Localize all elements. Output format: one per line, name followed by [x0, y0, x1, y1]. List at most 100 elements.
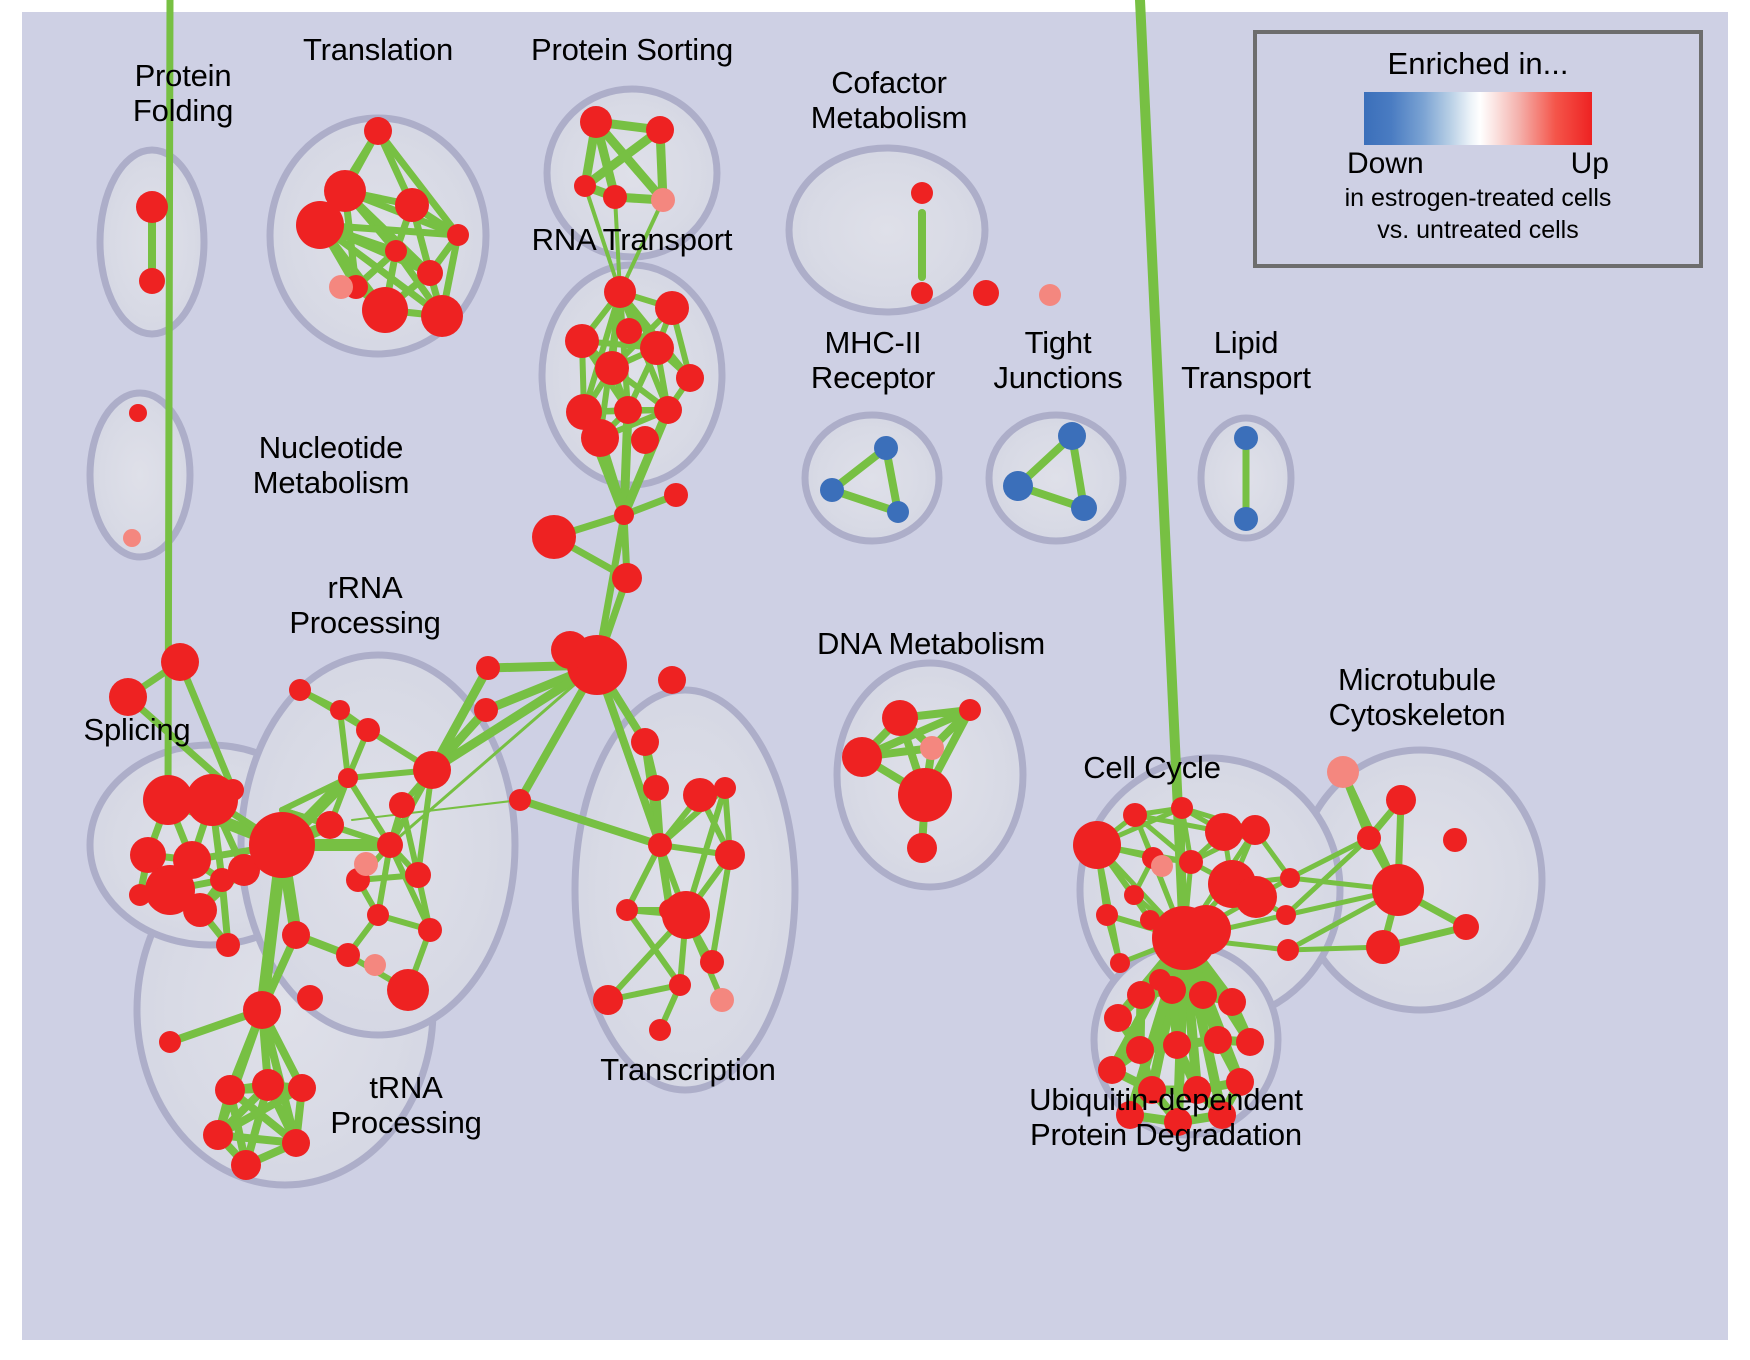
- node: [911, 282, 933, 304]
- node: [316, 811, 344, 839]
- node: [1039, 284, 1061, 306]
- node: [1386, 785, 1416, 815]
- cluster-label-microtubule: Microtubule Cytoskeleton: [1328, 662, 1506, 732]
- node: [161, 643, 199, 681]
- node: [1138, 1076, 1166, 1104]
- node: [820, 478, 844, 502]
- node: [139, 268, 165, 294]
- node: [649, 1019, 671, 1041]
- node: [1110, 953, 1130, 973]
- node: [1116, 1101, 1144, 1129]
- node: [1179, 850, 1203, 874]
- node: [387, 969, 429, 1011]
- network-nodes: [109, 106, 1479, 1180]
- node: [296, 201, 344, 249]
- node: [1164, 1108, 1192, 1136]
- node: [1181, 905, 1231, 955]
- node: [377, 832, 403, 858]
- edge: [619, 405, 673, 520]
- node: [1276, 905, 1296, 925]
- node: [362, 287, 408, 333]
- node: [1123, 803, 1147, 827]
- node: [476, 656, 500, 680]
- node: [329, 275, 353, 299]
- cluster-label-dna-metabolism: DNA Metabolism: [816, 626, 1046, 661]
- node: [183, 893, 217, 927]
- node: [216, 933, 240, 957]
- node: [655, 291, 689, 325]
- legend-caption-line2: vs. untreated cells: [1377, 216, 1579, 244]
- cluster-label-nucleotide-metabolism: Nucleotide Metabolism: [252, 430, 410, 500]
- edge: [1287, 835, 1372, 881]
- node: [664, 483, 688, 507]
- cluster-label-translation: Translation: [303, 32, 453, 67]
- node: [1226, 1068, 1254, 1096]
- node: [395, 188, 429, 222]
- node: [324, 170, 366, 212]
- node: [282, 1129, 310, 1157]
- node: [364, 117, 392, 145]
- node: [1277, 939, 1299, 961]
- node: [842, 737, 882, 777]
- node: [1073, 821, 1121, 869]
- node: [1372, 864, 1424, 916]
- node: [413, 751, 451, 789]
- node: [612, 563, 642, 593]
- node: [1218, 988, 1246, 1016]
- cluster-label-rna-transport: RNA Transport: [531, 222, 733, 257]
- node: [1163, 1031, 1191, 1059]
- cluster-label-lipid-transport: Lipid Transport: [1181, 325, 1311, 395]
- edge: [583, 184, 622, 294]
- cluster-label-cell-cycle: Cell Cycle: [1083, 750, 1221, 785]
- node: [551, 631, 589, 669]
- node: [1208, 1101, 1236, 1129]
- legend-color-gradient-bar: [1364, 92, 1592, 145]
- node: [1234, 426, 1258, 450]
- node: [1236, 1028, 1264, 1056]
- node: [1104, 1004, 1132, 1032]
- node: [1096, 904, 1118, 926]
- node: [616, 899, 638, 921]
- cluster-halo-transcription: [571, 686, 799, 1094]
- node: [1127, 981, 1155, 1009]
- node: [354, 852, 378, 876]
- node: [887, 501, 909, 523]
- node: [136, 191, 168, 223]
- node: [603, 185, 627, 209]
- node: [1357, 826, 1381, 850]
- cluster-label-trna-processing: tRNA Processing: [330, 1070, 482, 1140]
- cluster-halo-nucleotide-metabolism: [86, 389, 194, 561]
- node: [683, 778, 717, 812]
- node: [1366, 930, 1400, 964]
- node: [604, 276, 636, 308]
- node: [907, 833, 937, 863]
- edge: [591, 117, 668, 205]
- node: [367, 904, 389, 926]
- edge: [387, 842, 433, 933]
- node: [145, 865, 195, 915]
- node: [874, 436, 898, 460]
- edge: [337, 707, 351, 781]
- node: [574, 175, 596, 197]
- node: [1058, 422, 1086, 450]
- node: [662, 891, 710, 939]
- node: [714, 777, 736, 799]
- node: [228, 854, 260, 886]
- cluster-label-protein-folding: Protein Folding: [132, 58, 234, 128]
- node: [920, 736, 944, 760]
- node: [405, 862, 431, 888]
- cluster-label-ubiquitin: Ubiquitin-dependent Protein Degradation: [1029, 1082, 1303, 1152]
- node: [1098, 1056, 1126, 1084]
- cluster-label-protein-sorting: Protein Sorting: [530, 32, 734, 67]
- node: [474, 698, 498, 722]
- edge: [580, 125, 665, 191]
- node: [580, 106, 612, 138]
- node: [631, 728, 659, 756]
- node: [1453, 914, 1479, 940]
- node: [1124, 885, 1144, 905]
- node: [231, 1150, 261, 1180]
- cluster-label-mhc-ii-receptor: MHC-II Receptor: [810, 325, 936, 395]
- cluster-label-cofactor-metabolism: Cofactor Metabolism: [810, 65, 968, 135]
- node: [289, 679, 311, 701]
